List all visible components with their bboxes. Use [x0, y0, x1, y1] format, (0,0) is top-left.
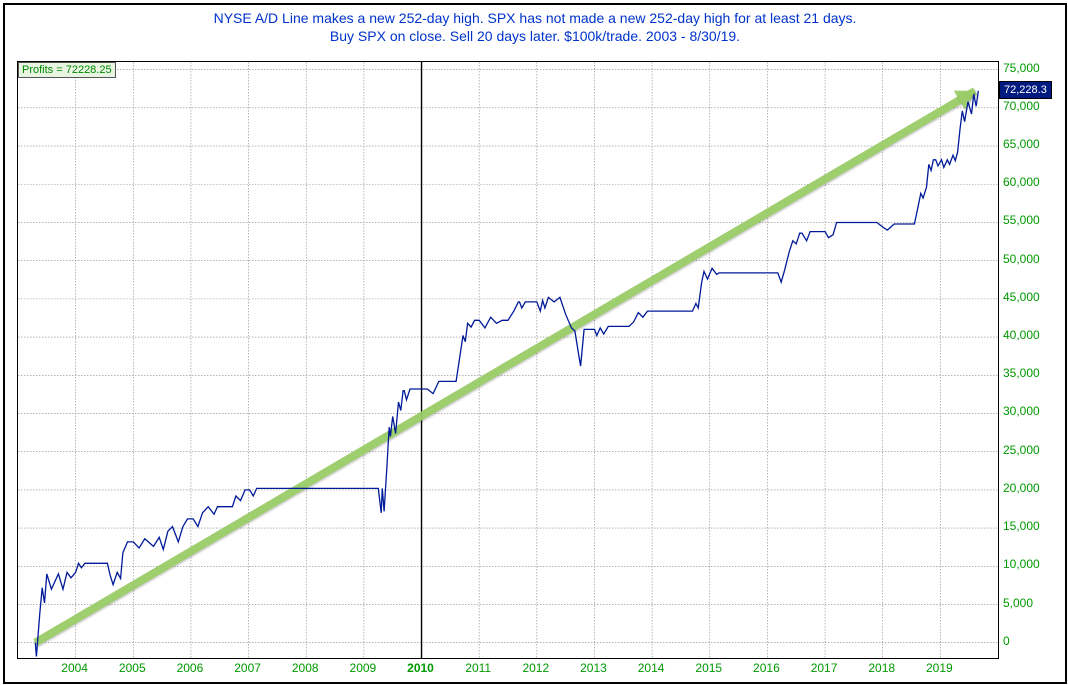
y-tick-label: 5,000: [1003, 596, 1033, 610]
x-tick-label: 2014: [638, 661, 665, 675]
x-tick-label: 2006: [177, 661, 204, 675]
chart-title: NYSE A/D Line makes a new 252-day high. …: [5, 9, 1065, 45]
title-line1: NYSE A/D Line makes a new 252-day high. …: [5, 9, 1065, 27]
x-tick-label: 2009: [350, 661, 377, 675]
y-tick-label: 20,000: [1003, 481, 1040, 495]
title-line2: Buy SPX on close. Sell 20 days later. $1…: [5, 27, 1065, 45]
plot-area: Profits = 72228.25: [17, 61, 999, 659]
y-tick-label: 10,000: [1003, 557, 1040, 571]
x-tick-label: 2013: [580, 661, 607, 675]
y-tick-label: 75,000: [1003, 61, 1040, 75]
x-tick-label: 2016: [753, 661, 780, 675]
y-tick-label: 35,000: [1003, 366, 1040, 380]
y-tick-label: 55,000: [1003, 213, 1040, 227]
y-tick-label: 60,000: [1003, 175, 1040, 189]
profits-box: Profits = 72228.25: [18, 62, 116, 78]
y-tick-label: 65,000: [1003, 137, 1040, 151]
y-tick-label: 50,000: [1003, 252, 1040, 266]
y-tick-label: 15,000: [1003, 519, 1040, 533]
x-tick-label: 2019: [926, 661, 953, 675]
last-value-flag: 72,228.3: [999, 81, 1052, 99]
chart-svg: [18, 62, 998, 658]
y-tick-label: 40,000: [1003, 328, 1040, 342]
x-tick-label: 2015: [695, 661, 722, 675]
x-tick-label: 2007: [234, 661, 261, 675]
y-tick-label: 45,000: [1003, 290, 1040, 304]
x-tick-label: 2011: [465, 661, 491, 675]
y-tick-label: 0: [1003, 634, 1010, 648]
y-tick-label: 30,000: [1003, 404, 1040, 418]
x-tick-label: 2012: [522, 661, 549, 675]
x-tick-label: 2005: [119, 661, 146, 675]
x-tick-label: 2008: [292, 661, 319, 675]
chart-frame: NYSE A/D Line makes a new 252-day high. …: [3, 3, 1067, 684]
x-tick-label: 2018: [868, 661, 895, 675]
x-tick-label: 2010: [407, 661, 434, 675]
x-tick-label: 2004: [61, 661, 88, 675]
y-tick-label: 25,000: [1003, 443, 1040, 457]
y-tick-label: 70,000: [1003, 99, 1040, 113]
x-tick-label: 2017: [811, 661, 838, 675]
